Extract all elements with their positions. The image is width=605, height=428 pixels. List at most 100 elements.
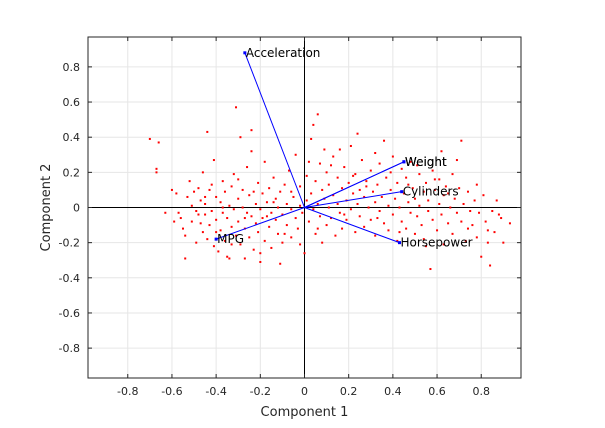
data-point [464, 239, 467, 242]
data-point [292, 195, 295, 198]
data-point [316, 227, 319, 230]
data-point [455, 159, 458, 162]
data-point [197, 213, 200, 216]
vector-label-weight: Weight [405, 155, 447, 169]
data-point [380, 195, 383, 198]
data-point [411, 187, 414, 190]
data-point [226, 255, 229, 258]
data-point [288, 169, 291, 172]
data-point [462, 202, 465, 205]
data-point [294, 217, 297, 220]
data-point [204, 202, 207, 205]
data-point [420, 224, 423, 227]
data-point [358, 188, 361, 191]
data-point [230, 243, 233, 246]
data-point [508, 222, 511, 225]
data-point [352, 192, 355, 195]
data-point [365, 185, 368, 188]
data-point [201, 171, 204, 174]
data-point [252, 248, 255, 251]
data-point [466, 190, 469, 193]
data-point [190, 220, 193, 223]
x-tick-label: -0.8 [117, 385, 138, 398]
data-point [221, 211, 224, 214]
data-point [243, 257, 246, 260]
data-point [422, 238, 425, 241]
data-point [418, 173, 421, 176]
data-point [449, 206, 452, 209]
data-point [290, 236, 293, 239]
data-point [389, 171, 392, 174]
data-point [438, 202, 441, 205]
data-point [387, 229, 390, 232]
data-point [440, 150, 443, 153]
data-point [327, 206, 330, 209]
data-point [497, 213, 500, 216]
data-point [230, 225, 233, 228]
data-point [321, 188, 324, 191]
x-tick-label: -0.6 [161, 385, 182, 398]
vector-cylinders [304, 191, 402, 208]
data-point [235, 106, 238, 109]
data-point [447, 192, 450, 195]
data-point [305, 174, 308, 177]
data-point [460, 220, 463, 223]
data-point [148, 137, 151, 140]
data-point [398, 206, 401, 209]
data-point [413, 232, 416, 235]
data-point [250, 215, 253, 218]
data-point [493, 231, 496, 234]
data-point [272, 201, 275, 204]
data-point [402, 192, 405, 195]
data-point [283, 232, 286, 235]
data-point [469, 210, 472, 213]
data-point [276, 232, 279, 235]
data-point [343, 213, 346, 216]
data-point [307, 160, 310, 163]
data-point [208, 224, 211, 227]
data-point [305, 199, 308, 202]
axis-ticks: -0.8 -0.6 -0.4 -0.2 0 0.2 0.4 0.6 0.8 -0.8 -0.6 -0.… [59, 37, 521, 398]
data-point [221, 180, 224, 183]
data-point [438, 178, 441, 181]
data-point [431, 169, 434, 172]
data-point [221, 206, 224, 209]
vector-weight [304, 161, 405, 208]
x-tick-label: 0 [301, 385, 308, 398]
data-point [232, 208, 235, 211]
data-point [276, 206, 279, 209]
data-point [184, 234, 187, 237]
data-point [170, 188, 173, 191]
data-point [299, 204, 302, 207]
data-point [436, 229, 439, 232]
data-point [429, 268, 432, 271]
data-point [215, 218, 218, 221]
data-point [164, 211, 167, 214]
data-point [310, 192, 313, 195]
vector-label-mpg: MPG [217, 232, 244, 246]
data-point [254, 222, 257, 225]
data-point [433, 188, 436, 191]
data-point [482, 194, 485, 197]
data-point [471, 224, 474, 227]
data-point [303, 252, 306, 255]
data-point [259, 260, 262, 263]
data-point [312, 123, 315, 126]
data-point [356, 132, 359, 135]
data-point [270, 211, 273, 214]
data-point [365, 180, 368, 183]
data-point [330, 217, 333, 220]
data-point [440, 213, 443, 216]
data-point [407, 201, 410, 204]
data-point [252, 190, 255, 193]
y-tick-label: -0.6 [59, 307, 80, 320]
data-point [341, 187, 344, 190]
data-point [248, 194, 251, 197]
data-point [263, 160, 266, 163]
data-point [157, 141, 160, 144]
data-point [184, 257, 187, 260]
data-point [208, 188, 211, 191]
data-point [325, 171, 328, 174]
data-point [338, 148, 341, 151]
x-tick-label: 0.8 [472, 385, 490, 398]
